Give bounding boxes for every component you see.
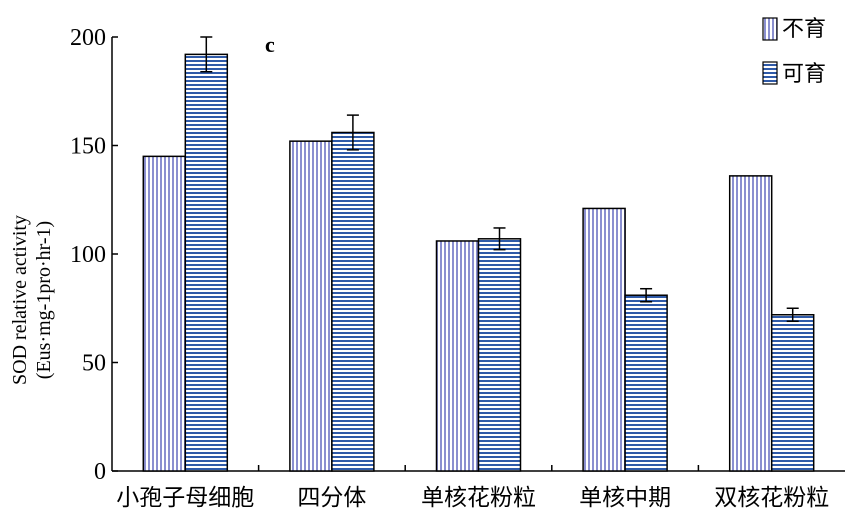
bar — [184, 53, 229, 472]
x-category-label: 四分体 — [297, 485, 366, 511]
bar — [289, 140, 333, 472]
legend-label-sterile: 不育 — [782, 17, 826, 42]
bar — [582, 207, 626, 472]
bar — [331, 131, 375, 472]
bar — [477, 238, 522, 472]
error-bars — [200, 36, 799, 323]
bars — [142, 53, 815, 472]
x-category-label: 单核花粉粒 — [421, 485, 536, 511]
bar — [435, 240, 480, 472]
bar — [728, 175, 773, 472]
category-labels: 小孢子母细胞 四分体 单核花粉粒 单核中期 双核花粉粒 — [116, 485, 829, 511]
legend-label-fertile: 可育 — [782, 62, 826, 87]
bar — [142, 155, 187, 472]
y-tick-label: 50 — [82, 351, 106, 377]
bar — [770, 314, 815, 472]
y-axis-title-line2: (Eus·mg-1pro·hr-1) — [33, 221, 55, 379]
y-tick-label: 200 — [70, 25, 106, 51]
legend-swatch-sterile — [762, 17, 778, 41]
x-category-label: 双核花粉粒 — [714, 485, 829, 511]
panel-label: c — [265, 32, 275, 57]
x-category-label: 单核中期 — [579, 485, 671, 511]
y-tick-label: 0 — [94, 459, 106, 485]
y-axis-title: SOD relative activity (Eus·mg-1pro·hr-1) — [9, 215, 55, 385]
y-axis-title-line1: SOD relative activity — [9, 215, 31, 385]
legend-swatch-fertile — [762, 61, 778, 85]
y-tick-labels: 0 50 100 150 200 — [70, 25, 106, 485]
y-tick-label: 150 — [70, 134, 106, 160]
bar — [624, 294, 668, 472]
legend: 不育 可育 — [762, 17, 826, 87]
x-category-label: 小孢子母细胞 — [116, 485, 254, 511]
y-tick-label: 100 — [70, 242, 106, 268]
